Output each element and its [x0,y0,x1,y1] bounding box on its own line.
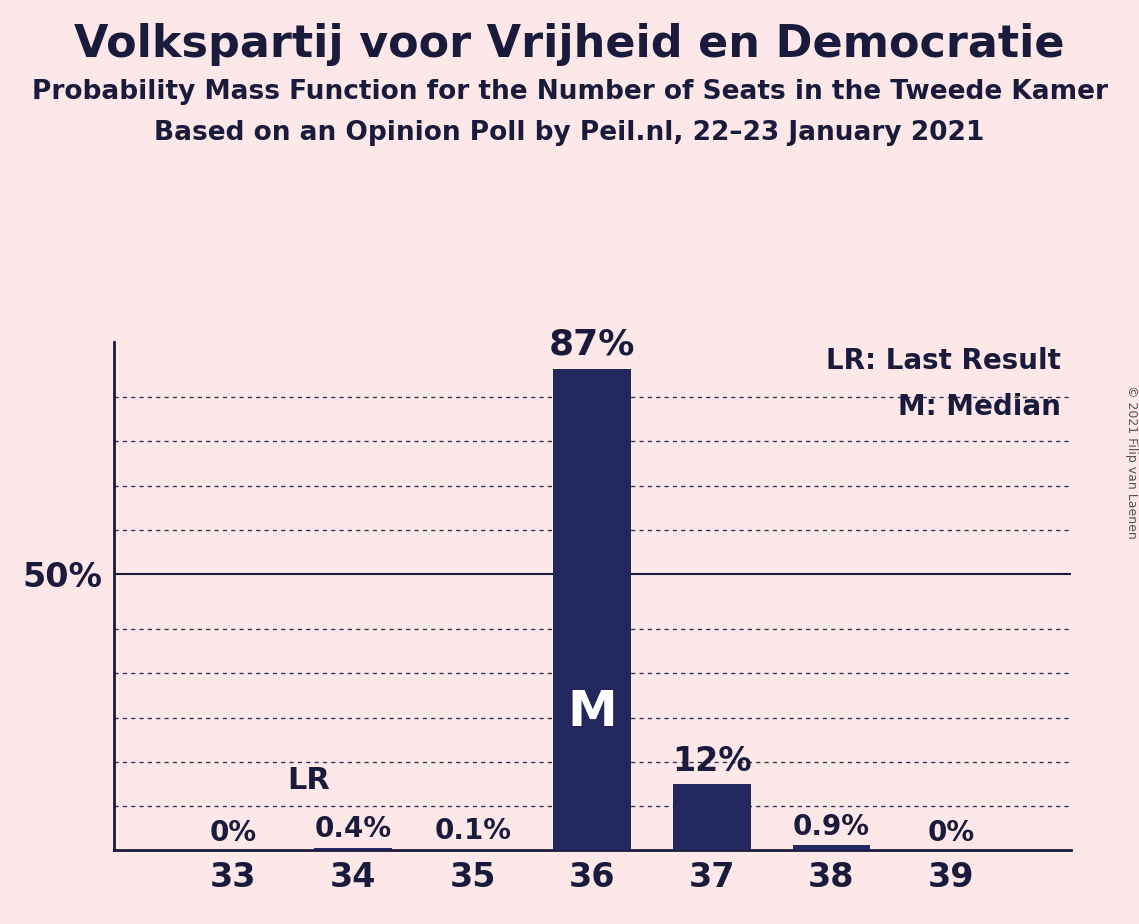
Text: 0.9%: 0.9% [793,813,870,841]
Text: LR: Last Result: LR: Last Result [826,346,1062,375]
Text: © 2021 Filip van Laenen: © 2021 Filip van Laenen [1124,385,1138,539]
Text: 0%: 0% [927,820,975,847]
Text: 0.1%: 0.1% [434,817,511,845]
Text: Based on an Opinion Poll by Peil.nl, 22–23 January 2021: Based on an Opinion Poll by Peil.nl, 22–… [154,120,985,146]
Text: Volkspartij voor Vrijheid en Democratie: Volkspartij voor Vrijheid en Democratie [74,23,1065,67]
Text: M: M [567,688,617,736]
Text: Probability Mass Function for the Number of Seats in the Tweede Kamer: Probability Mass Function for the Number… [32,79,1107,104]
Text: LR: LR [287,766,330,795]
Text: 0%: 0% [210,820,257,847]
Text: 12%: 12% [672,746,752,778]
Bar [314,848,392,850]
Text: M: Median: M: Median [899,393,1062,420]
Text: 87%: 87% [549,327,636,361]
Bar [793,845,870,850]
Text: 0.4%: 0.4% [314,816,392,844]
Bar [554,370,631,850]
Bar [673,784,751,850]
